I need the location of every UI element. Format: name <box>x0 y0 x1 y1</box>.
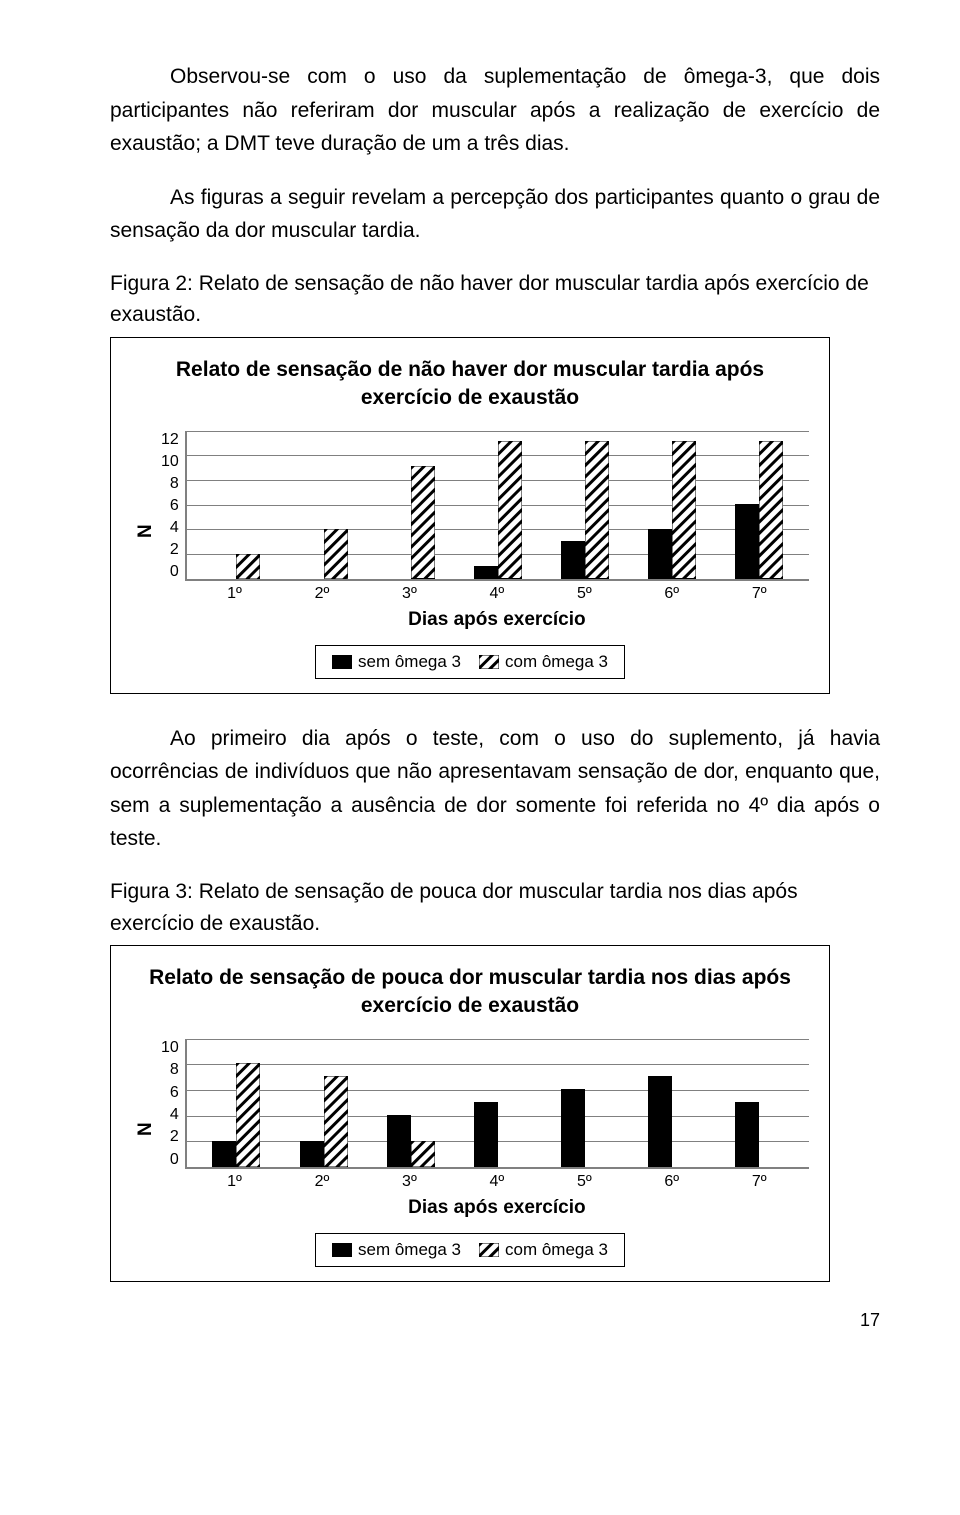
chart-2-plot <box>185 431 809 581</box>
bar-group <box>716 441 803 579</box>
bar-group <box>193 1063 280 1167</box>
figure-2-caption: Figura 2: Relato de sensação de não have… <box>110 268 880 331</box>
chart-3-title: Relato de sensação de pouca dor muscular… <box>131 964 809 1021</box>
bar-com <box>672 441 696 579</box>
xtick-label: 3º <box>366 585 453 603</box>
chart-2-yticks: 12 10 8 6 4 2 0 <box>161 431 185 581</box>
bar-com <box>324 529 348 579</box>
xtick-label: 7º <box>716 1173 803 1191</box>
ytick-label: 2 <box>170 541 179 559</box>
ytick-label: 0 <box>170 563 179 581</box>
bar-com <box>411 1141 435 1167</box>
ytick-label: 12 <box>161 431 179 449</box>
bar-com <box>759 441 783 579</box>
xtick-label: 3º <box>366 1173 453 1191</box>
bar-group <box>629 441 716 579</box>
bar-sem <box>300 1141 324 1167</box>
bar-sem <box>387 1115 411 1167</box>
xtick-label: 2º <box>278 1173 365 1191</box>
xtick-label: 4º <box>453 1173 540 1191</box>
chart-2-xlabel: Dias após exercício <box>185 609 809 631</box>
chart-3: Relato de sensação de pouca dor muscular… <box>110 945 830 1282</box>
xtick-label: 6º <box>628 1173 715 1191</box>
bar-group <box>367 1115 454 1167</box>
legend-item-com: com ômega 3 <box>479 1240 608 1260</box>
chart-2-legend: sem ômega 3 com ômega 3 <box>315 645 625 679</box>
swatch-hatch-icon <box>479 1243 499 1257</box>
swatch-solid-icon <box>332 655 352 669</box>
xtick-label: 1º <box>191 585 278 603</box>
xtick-label: 5º <box>541 585 628 603</box>
chart-3-yticks: 10 8 6 4 2 0 <box>161 1039 185 1169</box>
bar-group <box>280 529 367 579</box>
xtick-label: 5º <box>541 1173 628 1191</box>
paragraph-3: Ao primeiro dia após o teste, com o uso … <box>110 722 880 856</box>
chart-3-xticks: 1º2º3º4º5º6º7º <box>185 1169 809 1191</box>
bar-sem <box>735 1102 759 1167</box>
legend-label-sem: sem ômega 3 <box>358 652 461 672</box>
ytick-label: 0 <box>170 1151 179 1169</box>
bar-com <box>324 1076 348 1167</box>
ytick-label: 2 <box>170 1128 179 1146</box>
bar-group <box>541 1089 628 1167</box>
ytick-label: 6 <box>170 497 179 515</box>
chart-2-xticks: 1º2º3º4º5º6º7º <box>185 581 809 603</box>
swatch-hatch-icon <box>479 655 499 669</box>
ytick-label: 8 <box>170 1061 179 1079</box>
bar-group <box>454 441 541 579</box>
ytick-label: 10 <box>161 453 179 471</box>
swatch-solid-icon <box>332 1243 352 1257</box>
chart-3-xlabel: Dias após exercício <box>185 1197 809 1219</box>
bar-sem <box>474 566 498 579</box>
bar-group <box>367 466 454 579</box>
ytick-label: 10 <box>161 1039 179 1057</box>
bar-sem <box>648 1076 672 1167</box>
chart-2: Relato de sensação de não haver dor musc… <box>110 337 830 694</box>
legend-item-com: com ômega 3 <box>479 652 608 672</box>
bar-com <box>411 466 435 579</box>
chart-2-ylabel: N <box>131 431 161 631</box>
chart-3-legend: sem ômega 3 com ômega 3 <box>315 1233 625 1267</box>
bar-com <box>236 554 260 579</box>
legend-label-com: com ômega 3 <box>505 652 608 672</box>
bar-sem <box>648 529 672 579</box>
bar-group <box>629 1076 716 1167</box>
bar-com <box>498 441 522 579</box>
ytick-label: 8 <box>170 475 179 493</box>
bar-sem <box>561 541 585 579</box>
legend-item-sem: sem ômega 3 <box>332 1240 461 1260</box>
bar-group <box>454 1102 541 1167</box>
bar-group <box>541 441 628 579</box>
chart-2-title: Relato de sensação de não haver dor musc… <box>131 356 809 413</box>
bar-sem <box>212 1141 236 1167</box>
legend-item-sem: sem ômega 3 <box>332 652 461 672</box>
paragraph-2: As figuras a seguir revelam a percepção … <box>110 181 880 248</box>
page-number: 17 <box>110 1310 880 1331</box>
xtick-label: 6º <box>628 585 715 603</box>
bar-group <box>193 554 280 579</box>
xtick-label: 2º <box>278 585 365 603</box>
xtick-label: 4º <box>453 585 540 603</box>
bar-group <box>716 1102 803 1167</box>
chart-3-ylabel: N <box>131 1039 161 1219</box>
legend-label-sem: sem ômega 3 <box>358 1240 461 1260</box>
bar-sem <box>735 504 759 579</box>
legend-label-com: com ômega 3 <box>505 1240 608 1260</box>
xtick-label: 1º <box>191 1173 278 1191</box>
paragraph-1: Observou-se com o uso da suplementação d… <box>110 60 880 161</box>
bar-sem <box>474 1102 498 1167</box>
figure-3-caption: Figura 3: Relato de sensação de pouca do… <box>110 876 880 939</box>
ytick-label: 4 <box>170 519 179 537</box>
xtick-label: 7º <box>716 585 803 603</box>
bar-com <box>585 441 609 579</box>
ytick-label: 6 <box>170 1084 179 1102</box>
ytick-label: 4 <box>170 1106 179 1124</box>
bar-com <box>236 1063 260 1167</box>
chart-3-plot <box>185 1039 809 1169</box>
bar-sem <box>561 1089 585 1167</box>
bar-group <box>280 1076 367 1167</box>
